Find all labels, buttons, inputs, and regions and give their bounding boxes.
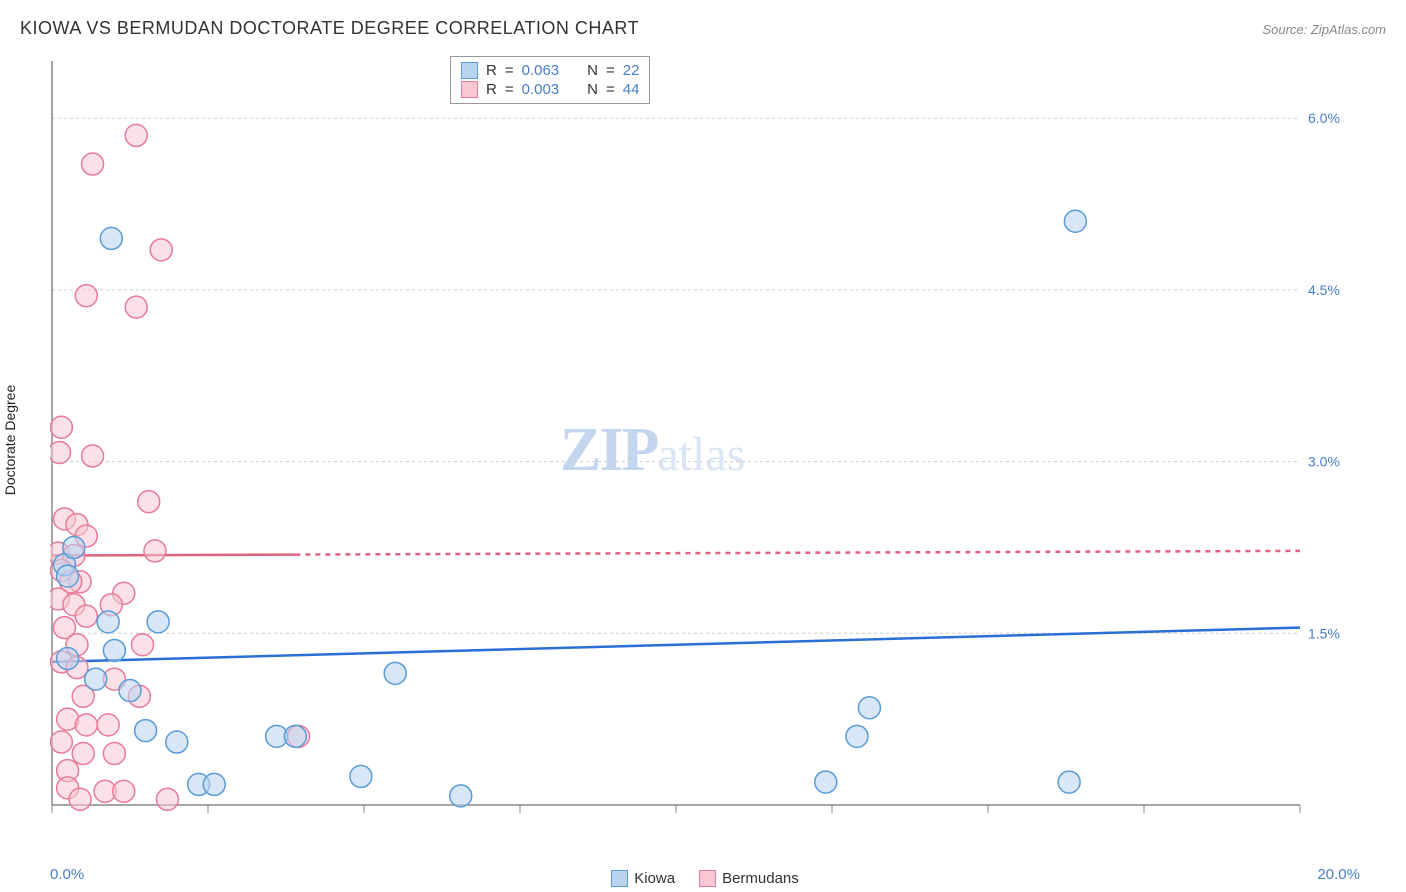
chart-title: KIOWA VS BERMUDAN DOCTORATE DEGREE CORRE… — [20, 18, 639, 39]
data-point — [69, 788, 91, 810]
r-value: 0.063 — [522, 62, 560, 79]
data-point — [57, 647, 79, 669]
y-tick-label: 3.0% — [1308, 454, 1340, 470]
data-point — [103, 639, 125, 661]
data-point — [125, 296, 147, 318]
data-point — [131, 634, 153, 656]
data-point — [203, 773, 225, 795]
legend-stat-row: R=0.063N=22 — [461, 61, 639, 80]
source-label: Source: ZipAtlas.com — [1262, 22, 1386, 37]
data-point — [144, 540, 166, 562]
data-point — [858, 697, 880, 719]
y-axis-label: Doctorate Degree — [2, 385, 18, 496]
r-label: R — [486, 81, 497, 98]
data-point — [135, 720, 157, 742]
legend-series-label: Bermudans — [722, 870, 799, 887]
data-point — [75, 605, 97, 627]
header-row: KIOWA VS BERMUDAN DOCTORATE DEGREE CORRE… — [20, 18, 1386, 39]
y-tick-label: 6.0% — [1308, 110, 1340, 126]
trend-line-dashed — [295, 551, 1300, 555]
y-tick-label: 1.5% — [1308, 625, 1340, 641]
data-point — [1064, 210, 1086, 232]
data-point — [75, 714, 97, 736]
data-point — [63, 536, 85, 558]
n-label: N — [587, 62, 598, 79]
data-point — [1058, 771, 1080, 793]
legend-series-label: Kiowa — [634, 870, 675, 887]
data-point — [50, 441, 70, 463]
legend-series-item: Bermudans — [699, 870, 799, 887]
data-point — [85, 668, 107, 690]
scatter-chart: 1.5% 3.0% 4.5% 6.0% — [50, 55, 1360, 825]
n-value: 44 — [623, 81, 640, 98]
legend-swatch — [699, 870, 716, 887]
y-tick-label: 4.5% — [1308, 282, 1340, 298]
data-point — [97, 714, 119, 736]
data-point — [450, 785, 472, 807]
trend-line — [52, 628, 1300, 662]
data-point — [103, 742, 125, 764]
data-point — [82, 445, 104, 467]
data-point — [125, 124, 147, 146]
trend-line — [52, 555, 295, 556]
n-label: N — [587, 81, 598, 98]
data-point — [815, 771, 837, 793]
legend-swatch — [611, 870, 628, 887]
data-point — [350, 765, 372, 787]
legend-stats: R=0.063N=22R=0.003N=44 — [450, 56, 650, 104]
legend-stat-row: R=0.003N=44 — [461, 80, 639, 99]
data-point — [50, 416, 72, 438]
n-value: 22 — [623, 62, 640, 79]
r-label: R — [486, 62, 497, 79]
data-point — [846, 725, 868, 747]
r-value: 0.003 — [522, 81, 560, 98]
plot-area: Doctorate Degree 1.5%3.0%4.5%6.0% ZIPatl… — [50, 55, 1360, 825]
legend-series: Kiowa Bermudans — [50, 870, 1360, 887]
data-point — [284, 725, 306, 747]
data-point — [166, 731, 188, 753]
data-point — [100, 227, 122, 249]
legend-swatch — [461, 81, 478, 98]
data-point — [97, 611, 119, 633]
data-point — [82, 153, 104, 175]
data-point — [147, 611, 169, 633]
data-point — [57, 565, 79, 587]
data-point — [384, 662, 406, 684]
data-point — [156, 788, 178, 810]
data-point — [119, 680, 141, 702]
data-point — [72, 742, 94, 764]
data-point — [138, 491, 160, 513]
data-point — [50, 731, 72, 753]
data-point — [113, 780, 135, 802]
data-point — [75, 285, 97, 307]
legend-swatch — [461, 62, 478, 79]
legend-series-item: Kiowa — [611, 870, 675, 887]
data-point — [150, 239, 172, 261]
